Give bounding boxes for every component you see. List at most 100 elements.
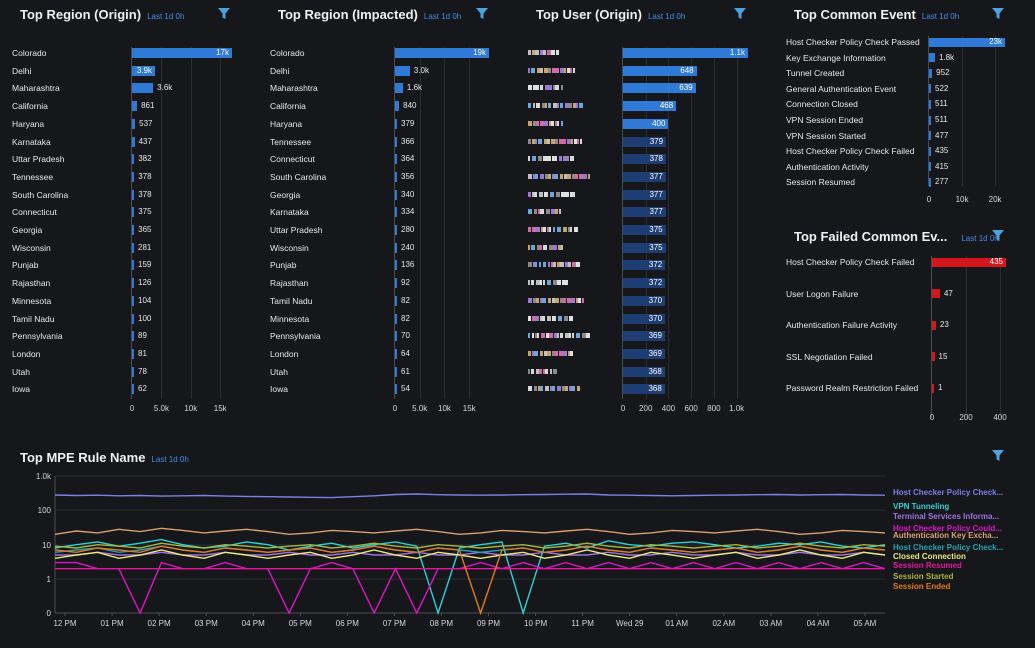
user-name-redacted[interactable] [528,156,576,162]
legend-item[interactable]: Authentication Key Excha... [893,531,998,540]
bar[interactable] [395,65,410,76]
row-label[interactable]: Uttar Pradesh [12,154,65,165]
row-label[interactable]: Rajasthan [270,278,309,289]
row-label[interactable]: Tunnel Created [786,68,845,79]
legend-item[interactable]: Session Ended [893,582,950,591]
row-label[interactable]: Tamil Nadu [12,313,55,324]
user-name-redacted[interactable] [528,67,577,73]
legend-item[interactable]: Closed Connection [893,552,966,561]
bar[interactable] [623,384,665,395]
time-range-label[interactable]: Last 1d 0h [151,455,189,464]
bar[interactable] [132,384,134,395]
bar[interactable] [623,313,666,324]
user-name-redacted[interactable] [528,244,564,250]
user-name-redacted[interactable] [528,262,581,268]
bar[interactable] [623,83,696,94]
user-name-redacted[interactable] [528,209,561,215]
row-label[interactable]: Host Checker Policy Check Failed [786,146,915,157]
row-label[interactable]: Session Resumed [786,177,855,188]
row-label[interactable]: Tamil Nadu [270,295,313,306]
legend-item[interactable]: Host Checker Policy Check... [893,543,1003,552]
bar[interactable] [132,207,135,218]
row-label[interactable]: Pennsylvania [12,331,63,342]
bar[interactable] [132,260,134,271]
bar[interactable] [132,101,138,112]
filter-icon[interactable] [476,8,488,20]
bar[interactable] [395,189,397,200]
bar[interactable] [623,260,666,271]
bar[interactable] [132,83,154,94]
bar[interactable] [623,48,748,58]
series-line[interactable] [54,549,886,560]
bar[interactable] [395,101,400,112]
series-line[interactable] [55,551,886,556]
user-name-redacted[interactable] [528,103,585,109]
row-label[interactable]: Connecticut [270,154,315,165]
user-name-redacted[interactable] [528,333,591,339]
bar[interactable] [929,68,933,78]
bar[interactable] [623,118,669,129]
row-label[interactable]: Authentication Failure Activity [786,320,898,330]
bar[interactable] [932,289,940,298]
bar[interactable] [395,260,397,271]
bar[interactable] [132,65,155,76]
row-label[interactable]: Haryana [12,118,45,129]
bar[interactable] [395,313,397,324]
row-label[interactable]: London [12,348,41,359]
bar[interactable] [623,171,666,182]
series-line[interactable] [54,545,886,616]
series-line[interactable] [55,561,886,615]
legend-item[interactable]: VPN Tunneling [893,502,949,511]
legend-item[interactable]: Host Checker Policy Check... [893,488,1003,497]
user-name-redacted[interactable] [528,280,569,286]
row-label[interactable]: Tennessee [12,171,54,182]
row-label[interactable]: Password Realm Restriction Failed [786,383,919,393]
row-label[interactable]: Rajasthan [12,278,51,289]
row-label[interactable]: Utah [12,366,30,377]
row-label[interactable]: Host Checker Policy Check Failed [786,257,915,267]
user-name-redacted[interactable] [528,368,557,374]
row-label[interactable]: Connection Closed [786,99,858,110]
legend-item[interactable]: Session Started [893,572,954,581]
bar[interactable] [623,189,666,200]
filter-icon[interactable] [992,450,1004,462]
row-label[interactable]: Minnesota [12,295,52,306]
row-label[interactable]: South Carolina [12,189,69,200]
bar[interactable] [623,207,666,218]
bar[interactable] [132,154,135,165]
bar[interactable] [395,118,397,129]
bar[interactable] [623,101,677,112]
series-line[interactable] [54,542,886,549]
legend-item[interactable]: Host Checker Policy Could... [893,524,1002,533]
bar[interactable] [623,295,666,306]
row-label[interactable]: Punjab [12,260,39,271]
bar[interactable] [132,331,134,342]
bar[interactable] [395,171,397,182]
bar[interactable] [132,48,232,58]
bar[interactable] [132,225,135,235]
bar[interactable] [929,162,931,172]
row-label[interactable]: SSL Negotiation Failed [786,351,873,362]
filter-icon[interactable] [734,8,746,20]
row-label[interactable]: Key Exchange Information [786,52,886,63]
bar[interactable] [623,154,666,165]
user-name-redacted[interactable] [528,191,577,197]
time-range-label[interactable]: Last 1d 0h [423,12,462,21]
bar[interactable] [929,53,935,63]
bar[interactable] [929,37,1005,47]
row-label[interactable]: Colorado [270,48,305,58]
row-label[interactable]: Georgia [270,189,301,200]
row-label[interactable]: Delhi [12,65,32,76]
bar[interactable] [132,295,134,306]
row-label[interactable]: Host Checker Policy Check Passed [786,37,920,47]
row-label[interactable]: Colorado [12,48,47,58]
bar[interactable] [623,366,665,377]
bar[interactable] [395,278,397,289]
row-label[interactable]: California [12,101,48,112]
bar[interactable] [623,278,666,289]
bar[interactable] [932,383,934,393]
filter-icon[interactable] [218,8,230,20]
time-range-label[interactable]: Last 1d 0h [147,12,185,21]
bar[interactable] [132,136,135,147]
bar[interactable] [395,48,489,58]
